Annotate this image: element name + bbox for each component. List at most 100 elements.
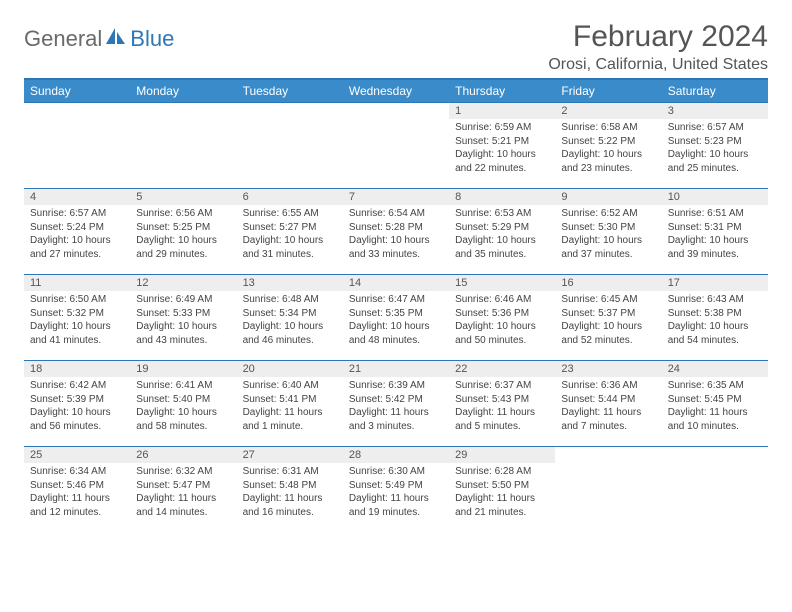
daylight-text: Daylight: 10 hours and 29 minutes.: [136, 234, 230, 261]
daylight-text: Daylight: 11 hours and 1 minute.: [243, 406, 337, 433]
sunrise-text: Sunrise: 6:28 AM: [455, 465, 549, 479]
daylight-text: Daylight: 10 hours and 22 minutes.: [455, 148, 549, 175]
calendar-day-cell: 9Sunrise: 6:52 AMSunset: 5:30 PMDaylight…: [555, 189, 661, 275]
calendar-day-cell: 1 Sunrise: 6:59 AMSunset: 5:21 PMDaylight…: [449, 103, 555, 189]
title-block: February 2024 Orosi, California, United …: [548, 20, 768, 74]
calendar-day-cell: [662, 447, 768, 533]
location-text: Orosi, California, United States: [548, 56, 768, 74]
sunrise-text: Sunrise: 6:51 AM: [668, 207, 762, 221]
sunrise-text: Sunrise: 6:39 AM: [349, 379, 443, 393]
day-number: 22: [449, 361, 555, 377]
sunset-text: Sunset: 5:44 PM: [561, 393, 655, 407]
day-number: 26: [130, 447, 236, 463]
day-number: 21: [343, 361, 449, 377]
daylight-text: Daylight: 11 hours and 5 minutes.: [455, 406, 549, 433]
day-number: 25: [24, 447, 130, 463]
sunset-text: Sunset: 5:27 PM: [243, 221, 337, 235]
calendar-day-cell: 17Sunrise: 6:43 AMSunset: 5:38 PMDayligh…: [662, 275, 768, 361]
day-details: Sunrise: 6:43 AMSunset: 5:38 PMDaylight:…: [662, 291, 768, 351]
day-details: Sunrise: 6:56 AMSunset: 5:25 PMDaylight:…: [130, 205, 236, 265]
calendar-day-cell: 12Sunrise: 6:49 AMSunset: 5:33 PMDayligh…: [130, 275, 236, 361]
daylight-text: Daylight: 11 hours and 10 minutes.: [668, 406, 762, 433]
weekday-header: Wednesday: [343, 79, 449, 103]
sunset-text: Sunset: 5:24 PM: [30, 221, 124, 235]
day-details: Sunrise: 6:46 AMSunset: 5:36 PMDaylight:…: [449, 291, 555, 351]
day-number: 1: [449, 103, 555, 119]
weekday-header: Tuesday: [237, 79, 343, 103]
calendar-day-cell: 16Sunrise: 6:45 AMSunset: 5:37 PMDayligh…: [555, 275, 661, 361]
day-number: 17: [662, 275, 768, 291]
sunset-text: Sunset: 5:47 PM: [136, 479, 230, 493]
daylight-text: Daylight: 11 hours and 14 minutes.: [136, 492, 230, 519]
brand-logo: General Blue: [24, 20, 174, 52]
weekday-header-row: Sunday Monday Tuesday Wednesday Thursday…: [24, 79, 768, 103]
weekday-header: Sunday: [24, 79, 130, 103]
sunrise-text: Sunrise: 6:46 AM: [455, 293, 549, 307]
day-details: Sunrise: 6:42 AMSunset: 5:39 PMDaylight:…: [24, 377, 130, 437]
calendar-day-cell: 26Sunrise: 6:32 AMSunset: 5:47 PMDayligh…: [130, 447, 236, 533]
day-number: 10: [662, 189, 768, 205]
sunset-text: Sunset: 5:37 PM: [561, 307, 655, 321]
calendar-day-cell: 4Sunrise: 6:57 AMSunset: 5:24 PMDaylight…: [24, 189, 130, 275]
sunset-text: Sunset: 5:48 PM: [243, 479, 337, 493]
calendar-day-cell: 27Sunrise: 6:31 AMSunset: 5:48 PMDayligh…: [237, 447, 343, 533]
sunrise-text: Sunrise: 6:45 AM: [561, 293, 655, 307]
sunset-text: Sunset: 5:35 PM: [349, 307, 443, 321]
day-number: 9: [555, 189, 661, 205]
sunset-text: Sunset: 5:28 PM: [349, 221, 443, 235]
sunset-text: Sunset: 5:30 PM: [561, 221, 655, 235]
daylight-text: Daylight: 10 hours and 27 minutes.: [30, 234, 124, 261]
calendar-day-cell: 6Sunrise: 6:55 AMSunset: 5:27 PMDaylight…: [237, 189, 343, 275]
sail-icon: [106, 28, 126, 51]
day-number: 19: [130, 361, 236, 377]
daylight-text: Daylight: 10 hours and 48 minutes.: [349, 320, 443, 347]
day-details: Sunrise: 6:54 AMSunset: 5:28 PMDaylight:…: [343, 205, 449, 265]
day-number: 27: [237, 447, 343, 463]
sunset-text: Sunset: 5:36 PM: [455, 307, 549, 321]
day-number: 28: [343, 447, 449, 463]
sunrise-text: Sunrise: 6:40 AM: [243, 379, 337, 393]
day-number: 20: [237, 361, 343, 377]
calendar-week-row: 25Sunrise: 6:34 AMSunset: 5:46 PMDayligh…: [24, 447, 768, 533]
weekday-header: Monday: [130, 79, 236, 103]
sunrise-text: Sunrise: 6:59 AM: [455, 121, 549, 135]
day-details: Sunrise: 6:30 AMSunset: 5:49 PMDaylight:…: [343, 463, 449, 523]
sunset-text: Sunset: 5:31 PM: [668, 221, 762, 235]
sunrise-text: Sunrise: 6:52 AM: [561, 207, 655, 221]
calendar-day-cell: [130, 103, 236, 189]
day-details: Sunrise: 6:45 AMSunset: 5:37 PMDaylight:…: [555, 291, 661, 351]
sunset-text: Sunset: 5:38 PM: [668, 307, 762, 321]
sunrise-text: Sunrise: 6:56 AM: [136, 207, 230, 221]
sunset-text: Sunset: 5:21 PM: [455, 135, 549, 149]
calendar-table: Sunday Monday Tuesday Wednesday Thursday…: [24, 78, 768, 533]
day-details: Sunrise: 6:50 AMSunset: 5:32 PMDaylight:…: [24, 291, 130, 351]
calendar-week-row: 11Sunrise: 6:50 AMSunset: 5:32 PMDayligh…: [24, 275, 768, 361]
calendar-day-cell: 7Sunrise: 6:54 AMSunset: 5:28 PMDaylight…: [343, 189, 449, 275]
sunrise-text: Sunrise: 6:49 AM: [136, 293, 230, 307]
day-details: Sunrise: 6:57 AMSunset: 5:23 PMDaylight:…: [662, 119, 768, 179]
daylight-text: Daylight: 10 hours and 54 minutes.: [668, 320, 762, 347]
sunrise-text: Sunrise: 6:53 AM: [455, 207, 549, 221]
daylight-text: Daylight: 10 hours and 39 minutes.: [668, 234, 762, 261]
calendar-day-cell: 15Sunrise: 6:46 AMSunset: 5:36 PMDayligh…: [449, 275, 555, 361]
sunrise-text: Sunrise: 6:54 AM: [349, 207, 443, 221]
calendar-day-cell: 13Sunrise: 6:48 AMSunset: 5:34 PMDayligh…: [237, 275, 343, 361]
day-details: Sunrise: 6:39 AMSunset: 5:42 PMDaylight:…: [343, 377, 449, 437]
calendar-day-cell: 25Sunrise: 6:34 AMSunset: 5:46 PMDayligh…: [24, 447, 130, 533]
day-number: 12: [130, 275, 236, 291]
sunrise-text: Sunrise: 6:31 AM: [243, 465, 337, 479]
calendar-day-cell: 21Sunrise: 6:39 AMSunset: 5:42 PMDayligh…: [343, 361, 449, 447]
sunset-text: Sunset: 5:49 PM: [349, 479, 443, 493]
calendar-day-cell: 24Sunrise: 6:35 AMSunset: 5:45 PMDayligh…: [662, 361, 768, 447]
day-number: 16: [555, 275, 661, 291]
sunset-text: Sunset: 5:34 PM: [243, 307, 337, 321]
daylight-text: Daylight: 10 hours and 33 minutes.: [349, 234, 443, 261]
weekday-header: Thursday: [449, 79, 555, 103]
sunset-text: Sunset: 5:46 PM: [30, 479, 124, 493]
brand-part1: General: [24, 26, 102, 52]
day-details: Sunrise: 6:57 AMSunset: 5:24 PMDaylight:…: [24, 205, 130, 265]
sunrise-text: Sunrise: 6:50 AM: [30, 293, 124, 307]
day-number: 23: [555, 361, 661, 377]
day-details: Sunrise: 6:55 AMSunset: 5:27 PMDaylight:…: [237, 205, 343, 265]
day-number: 2: [555, 103, 661, 119]
